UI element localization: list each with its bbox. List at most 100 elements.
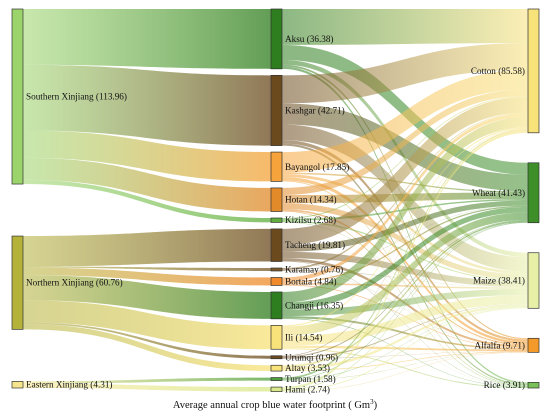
- prefecture-node-kizilsu: [270, 217, 283, 223]
- flow-north-to-ili: [23, 300, 271, 350]
- flow-altay-to-cotton: [282, 128, 528, 366]
- prefecture-label-ili: Ili (14.54): [285, 332, 322, 342]
- crop-label-rice: Rice (3.91): [484, 380, 525, 390]
- flow-aksu-to-wheat: [282, 44, 528, 175]
- flow-aksu-to-cotton: [282, 9, 528, 45]
- caption-close: ): [374, 400, 378, 411]
- flow-north-to-changji: [23, 275, 271, 319]
- flow-urumqi-to-maize: [282, 304, 528, 359]
- flow-north-to-tacheng: [23, 228, 271, 267]
- flow-tacheng-to-wheat: [282, 200, 528, 252]
- flow-tacheng-to-cotton: [282, 97, 528, 246]
- flow-bayangol-to-wheat: [282, 172, 528, 193]
- flow-turpan-to-maize: [282, 307, 528, 381]
- flow-south-to-hotan: [23, 157, 271, 212]
- prefecture-node-altay: [270, 364, 283, 372]
- prefecture-node-aksu: [270, 8, 283, 70]
- prefecture-label-bortala: Bortala (4.84): [285, 276, 337, 286]
- prefecture-label-hami: Hami (2.74): [285, 384, 330, 394]
- flow-karamay-to-alfalfa: [282, 270, 528, 348]
- flow-aksu-to-maize: [282, 59, 528, 258]
- region-node-north: [11, 235, 24, 330]
- sankey-nodes: [11, 8, 540, 392]
- prefecture-label-tacheng: Tacheng (19.81): [285, 240, 345, 250]
- prefecture-label-turpan: Turpan (1.58): [285, 374, 336, 384]
- prefecture-node-bortala: [270, 277, 283, 286]
- flow-bayangol-to-cotton: [282, 69, 528, 173]
- flow-kizilsu-to-alfalfa: [282, 221, 528, 346]
- flow-hami-to-alfalfa: [282, 352, 528, 392]
- sankey-labels: Southern Xinjiang (113.96) Northern Xinji…: [26, 34, 525, 394]
- prefecture-node-karamay: [270, 267, 283, 272]
- region-node-east: [11, 381, 24, 389]
- flow-ili-to-alfalfa: [282, 345, 528, 352]
- flow-changji-to-maize: [282, 288, 528, 317]
- flow-south-to-bayangol: [23, 130, 271, 182]
- flow-altay-to-wheat: [282, 220, 528, 368]
- prefecture-node-ili: [270, 324, 283, 350]
- crop-label-cotton: Cotton (85.58): [471, 66, 525, 76]
- flow-hotan-to-rice: [282, 210, 528, 387]
- region-label-south: Southern Xinjiang (113.96): [26, 92, 127, 102]
- crop-node-maize: [527, 252, 540, 309]
- prefecture-label-altay: Altay (3.53): [285, 363, 330, 373]
- region-label-east: Eastern Xinjiang (4.31): [26, 380, 113, 390]
- flow-ili-to-wheat: [282, 212, 528, 337]
- flow-east-to-turpan: [23, 377, 271, 384]
- flow-altay-to-alfalfa: [282, 351, 528, 372]
- flow-kashgar-to-rice: [282, 143, 528, 386]
- flow-ili-to-rice: [282, 348, 528, 388]
- diagram-caption: Average annual crop blue water footprint…: [173, 398, 378, 411]
- prefecture-label-aksu: Aksu (36.38): [285, 34, 334, 44]
- flow-bayangol-to-rice: [282, 180, 528, 387]
- caption-unit-exponent: 3: [370, 398, 374, 406]
- flow-ili-to-maize: [282, 295, 528, 346]
- prefecture-label-kizilsu: Kizilsu (2.68): [285, 215, 336, 225]
- crop-node-rice: [527, 381, 540, 389]
- prefecture-node-kashgar: [270, 74, 283, 146]
- prefecture-node-urumqi: [270, 355, 283, 360]
- flow-turpan-to-cotton: [282, 128, 528, 380]
- region-node-south: [11, 8, 24, 185]
- flow-turpan-to-wheat: [282, 221, 528, 380]
- prefecture-node-hami: [270, 386, 283, 392]
- flow-changji-to-cotton: [282, 117, 528, 303]
- flow-north-to-bortala: [23, 267, 271, 286]
- flow-north-to-karamay: [23, 266, 271, 271]
- crop-label-wheat: Wheat (41.43): [472, 188, 525, 198]
- flow-kizilsu-to-cotton: [282, 96, 528, 219]
- flow-south-to-kashgar: [23, 64, 271, 146]
- flow-kashgar-to-cotton: [282, 43, 528, 104]
- crop-node-cotton: [527, 8, 540, 134]
- flow-hotan-to-cotton: [282, 89, 528, 196]
- flow-karamay-to-maize: [282, 270, 528, 288]
- flow-urumqi-to-alfalfa: [282, 351, 528, 359]
- prefecture-node-turpan: [270, 377, 283, 381]
- flow-karamay-to-wheat: [282, 205, 528, 271]
- flow-north-to-altay: [23, 324, 271, 372]
- prefecture-node-changji: [270, 291, 283, 320]
- prefecture-label-changji: Changji (16.35): [285, 300, 343, 310]
- prefecture-label-kashgar: Kashgar (42.71): [285, 105, 345, 115]
- flow-urumqi-to-cotton: [282, 128, 528, 357]
- flow-karamay-to-cotton: [282, 112, 528, 270]
- prefecture-label-bayangol: Bayangol (17.85): [285, 162, 349, 172]
- flow-changji-to-wheat: [282, 206, 528, 310]
- prefecture-node-tacheng: [270, 228, 283, 262]
- flow-ili-to-cotton: [282, 127, 528, 327]
- flow-turpan-to-alfalfa: [282, 351, 528, 381]
- flow-hami-to-cotton: [282, 130, 528, 390]
- prefecture-to-crop-flows: [282, 9, 528, 392]
- prefecture-node-bayangol: [270, 151, 283, 182]
- flow-kizilsu-to-maize: [282, 220, 528, 282]
- region-label-north: Northern Xinjiang (60.76): [26, 278, 123, 288]
- crop-label-maize: Maize (38.41): [473, 276, 525, 286]
- region-to-prefecture-flows: [23, 9, 271, 392]
- prefecture-node-hotan: [270, 187, 283, 212]
- flow-urumqi-to-wheat: [282, 219, 528, 358]
- crop-node-wheat: [527, 162, 540, 224]
- flow-north-to-urumqi: [23, 322, 271, 359]
- flow-hami-to-wheat: [282, 222, 528, 391]
- flow-changji-to-rice: [282, 318, 528, 388]
- flow-hotan-to-maize: [282, 203, 528, 280]
